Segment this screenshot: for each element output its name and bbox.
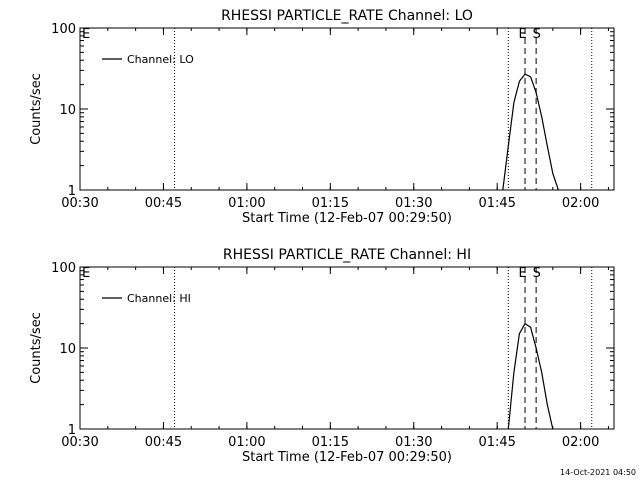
chart2-y-axis-label: Counts/sec xyxy=(29,312,44,384)
footer-timestamp: 14-Oct-2021 04:50 xyxy=(560,468,636,477)
chart1-x-tick-label: 02:00 xyxy=(562,196,599,211)
chart2-x-axis-label: Start Time (12-Feb-07 00:29:50) xyxy=(242,450,452,465)
chart1-marker-e: E xyxy=(518,27,526,42)
chart1-x-tick-label: 00:30 xyxy=(61,196,98,211)
chart1-x-axis-label: Start Time (12-Feb-07 00:29:50) xyxy=(242,211,452,226)
chart2-x-tick-label: 01:15 xyxy=(312,435,349,450)
chart2-legend-label: Channel: HI xyxy=(127,292,191,305)
chart1-x-tick-label: 00:45 xyxy=(145,196,182,211)
chart1-x-tick-label: 01:30 xyxy=(395,196,432,211)
chart1-legend-label: Channel: LO xyxy=(127,53,194,66)
chart1-x-tick-label: 01:15 xyxy=(312,196,349,211)
chart2-y-tick-label: 1 xyxy=(68,423,76,438)
chart1-title: RHESSI PARTICLE_RATE Channel: LO xyxy=(221,8,473,24)
chart2-x-tick-label: 01:00 xyxy=(228,435,265,450)
chart2-marker-s: S xyxy=(533,266,541,281)
chart2-x-tick-label: 02:00 xyxy=(562,435,599,450)
chart1-y-axis-label: Counts/sec xyxy=(29,73,44,145)
chart2-x-tick-label: 01:30 xyxy=(395,435,432,450)
chart2-y-tick-label: 100 xyxy=(51,261,76,276)
chart2-x-tick-label: 01:45 xyxy=(478,435,515,450)
chart1-y-tick-label: 1 xyxy=(68,184,76,199)
chart1-marker-s: S xyxy=(533,27,541,42)
chart1-marker-e: E xyxy=(82,27,90,42)
chart2-marker-e: E xyxy=(82,266,90,281)
chart2-series-line xyxy=(507,322,554,430)
chart2-x-tick-label: 00:30 xyxy=(61,435,98,450)
chart1-x-tick-label: 01:45 xyxy=(478,196,515,211)
chart1-y-tick-label: 100 xyxy=(51,22,76,37)
chart2-title: RHESSI PARTICLE_RATE Channel: HI xyxy=(223,247,471,263)
chart1-series-line xyxy=(502,73,559,191)
chart1-x-tick-label: 01:00 xyxy=(228,196,265,211)
chart2-x-tick-label: 00:45 xyxy=(145,435,182,450)
chart2-y-tick-label: 10 xyxy=(59,342,76,357)
chart1-y-tick-label: 10 xyxy=(59,103,76,118)
chart2-marker-e: E xyxy=(518,266,526,281)
